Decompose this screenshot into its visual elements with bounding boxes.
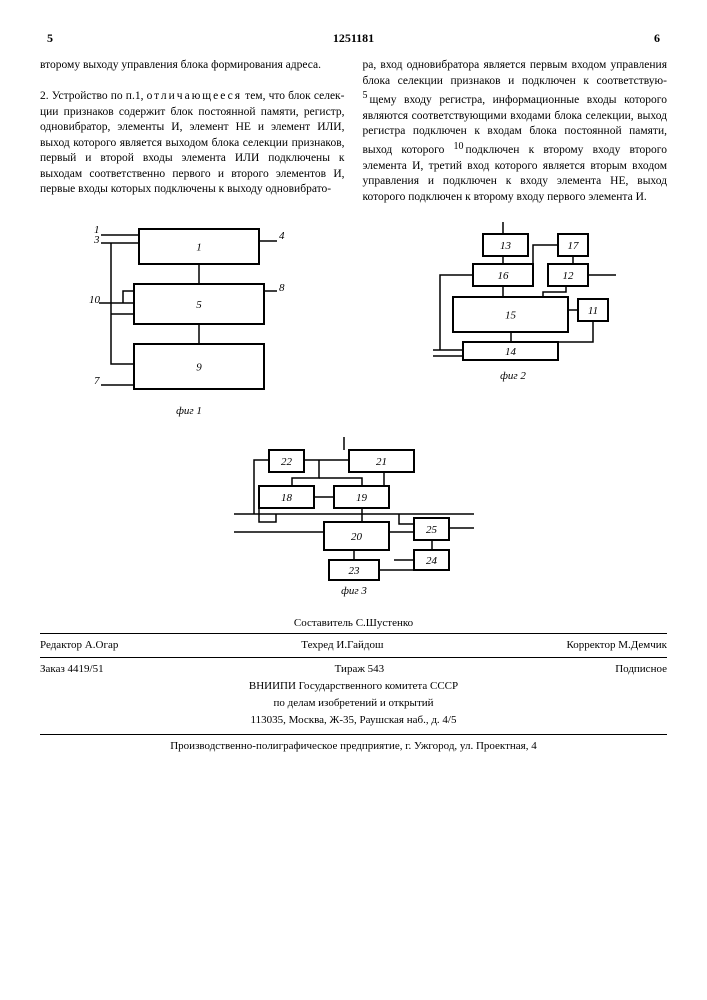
- svg-text:14: 14: [505, 346, 517, 358]
- figure-3: 22 21 18 19 20 25 24 23 фиг 3: [214, 432, 494, 602]
- svg-text:8: 8: [279, 282, 285, 294]
- editor: Редактор А.Огар: [40, 638, 118, 653]
- svg-text:4: 4: [279, 230, 285, 242]
- svg-text:23: 23: [348, 565, 360, 577]
- page-header: 5 1251181 6: [40, 30, 667, 46]
- figure-1: 1591348107фиг 1: [79, 219, 299, 424]
- svg-text:22: 22: [281, 456, 293, 468]
- tirazh: Тираж 543: [335, 662, 385, 677]
- svg-text:16: 16: [497, 270, 509, 282]
- print-house: Производственно-полиграфическое предприя…: [40, 734, 667, 754]
- svg-text:9: 9: [197, 362, 203, 374]
- svg-text:1: 1: [197, 242, 203, 254]
- svg-text:фиг 2: фиг 2: [500, 370, 526, 382]
- svg-text:21: 21: [376, 456, 387, 468]
- svg-text:13: 13: [500, 240, 512, 252]
- svg-text:24: 24: [426, 555, 438, 567]
- address-line: 113035, Москва, Ж-35, Раушская наб., д. …: [40, 713, 667, 728]
- page-num-right: 6: [647, 30, 667, 46]
- right-col-text: ра, вход одновибратора является пер­вым …: [363, 59, 668, 203]
- svg-text:15: 15: [505, 310, 517, 322]
- svg-text:25: 25: [426, 524, 438, 536]
- svg-text:фиг 1: фиг 1: [176, 405, 202, 417]
- right-column: ра, вход одновибратора является пер­вым …: [363, 58, 668, 205]
- figure-2: 13 17 16 12 15 11 14 фиг 2: [398, 219, 628, 389]
- svg-text:20: 20: [351, 531, 363, 543]
- svg-text:17: 17: [567, 240, 579, 252]
- order-row: Заказ 4419/51 Тираж 543 Подписное: [40, 657, 667, 677]
- line-num-5: 5: [363, 90, 368, 101]
- svg-text:5: 5: [197, 299, 203, 311]
- diagrams-area: 1591348107фиг 1 13171612151114фиг 2 2221…: [40, 219, 667, 602]
- org-line-1: ВНИИПИ Государственного комитета СССР: [40, 679, 667, 694]
- corrector: Корректор М.Демчик: [566, 638, 667, 653]
- credits-row: Редактор А.Огар Техред И.Гайдош Корректо…: [40, 633, 667, 653]
- svg-text:11: 11: [588, 305, 598, 317]
- doc-number: 1251181: [60, 30, 647, 46]
- svg-text:10: 10: [89, 294, 101, 306]
- techred: Техред И.Гайдош: [301, 638, 383, 653]
- page-num-left: 5: [40, 30, 60, 46]
- svg-text:18: 18: [281, 492, 293, 504]
- left-col-text: второму выходу управления блока фор­миро…: [40, 59, 321, 71]
- svg-text:фиг 3: фиг 3: [341, 585, 367, 597]
- left-column: второму выходу управления блока фор­миро…: [40, 58, 345, 205]
- svg-text:7: 7: [94, 375, 100, 387]
- svg-text:3: 3: [93, 234, 100, 246]
- composer-line: Составитель С.Шустенко: [40, 616, 667, 631]
- org-line-2: по делам изобретений и открытий: [40, 696, 667, 711]
- text-columns: второму выходу управления блока фор­миро…: [40, 58, 667, 205]
- line-num-10: 10: [453, 141, 463, 152]
- claim-2: 2. Устройство по п.1, отли­чающееся тем,…: [40, 90, 345, 195]
- imprint-footer: Составитель С.Шустенко Редактор А.Огар Т…: [40, 616, 667, 753]
- signed: Подписное: [615, 662, 667, 677]
- svg-text:12: 12: [562, 270, 574, 282]
- svg-text:19: 19: [356, 492, 368, 504]
- order-num: Заказ 4419/51: [40, 662, 104, 677]
